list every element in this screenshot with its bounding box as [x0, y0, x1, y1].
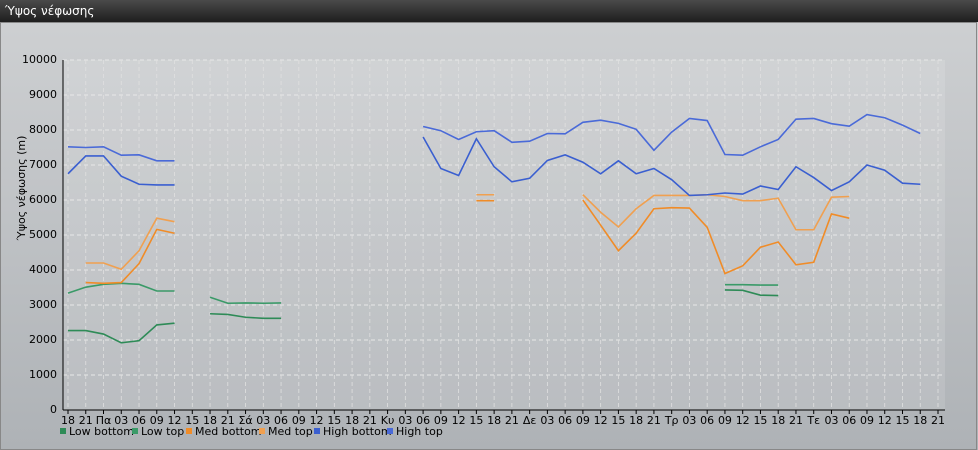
series-line — [67, 136, 921, 197]
y-axis-label: Ύψος νέφωσης (m) — [15, 136, 28, 242]
x-tick-label: 15 — [895, 414, 909, 427]
legend-label: High bottom — [323, 425, 392, 438]
x-tick-label: 15 — [753, 414, 767, 427]
x-tick-label: 03 — [540, 414, 554, 427]
x-tick-label: 06 — [558, 414, 572, 427]
legend-label: Med bottom — [195, 425, 262, 438]
legend-swatch — [132, 428, 138, 434]
title-bar: Ύψος νέφωσης — [0, 0, 978, 22]
x-tick-label: 12 — [452, 414, 466, 427]
legend-label: Low bottom — [69, 425, 134, 438]
x-tick-label: 18 — [487, 414, 501, 427]
y-tick-label: 2000 — [29, 333, 57, 346]
legend-swatch — [259, 428, 265, 434]
x-tick-label: 15 — [611, 414, 625, 427]
legend-label: High top — [396, 425, 443, 438]
x-tick-label: 12 — [168, 414, 182, 427]
x-tick-label: 15 — [327, 414, 341, 427]
x-tick-label: 18 — [345, 414, 359, 427]
x-tick-label: 21 — [931, 414, 945, 427]
y-tick-label: 10000 — [22, 53, 57, 66]
y-tick-label: 6000 — [29, 193, 57, 206]
legend-swatch — [186, 428, 192, 434]
x-tick-label: 18 — [203, 414, 217, 427]
y-tick-label: 7000 — [29, 158, 57, 171]
x-tick-label: 12 — [878, 414, 892, 427]
x-tick-label: 18 — [771, 414, 785, 427]
x-tick-label: 09 — [576, 414, 590, 427]
x-tick-label: 21 — [789, 414, 803, 427]
x-tick-label: 21 — [647, 414, 661, 427]
x-tick-label: 18 — [61, 414, 75, 427]
x-tick-label: 15 — [185, 414, 199, 427]
x-tick-label: 03 — [256, 414, 270, 427]
x-tick-label: 12 — [736, 414, 750, 427]
x-tick-label: 06 — [274, 414, 288, 427]
series-line — [85, 199, 850, 285]
x-tick-label: Σά — [238, 414, 252, 427]
x-tick-label: 06 — [700, 414, 714, 427]
series-line — [85, 193, 850, 271]
y-tick-label: 9000 — [29, 88, 57, 101]
y-tick-label: 4000 — [29, 263, 57, 276]
legend-swatch — [387, 428, 393, 434]
y-tick-label: 1000 — [29, 368, 57, 381]
series-line — [67, 113, 921, 162]
x-tick-label: 18 — [913, 414, 927, 427]
x-tick-label: 15 — [469, 414, 483, 427]
x-tick-label: 12 — [594, 414, 608, 427]
x-tick-label: 21 — [505, 414, 519, 427]
legend-swatch — [60, 428, 66, 434]
chart: Ύψος νέφωσης (m) 0 1000 2000 3000 4000 5000 60… — [0, 22, 977, 450]
x-tick-label: 06 — [842, 414, 856, 427]
x-tick-label: 12 — [310, 414, 324, 427]
x-tick-label: 09 — [150, 414, 164, 427]
x-tick-label: Δε — [523, 414, 537, 427]
x-tick-label: Τρ — [664, 414, 679, 427]
x-tick-label: 21 — [79, 414, 93, 427]
x-tick-label: 09 — [434, 414, 448, 427]
x-tick-label: 09 — [860, 414, 874, 427]
x-tick-label: 09 — [718, 414, 732, 427]
x-tick-label: 03 — [398, 414, 412, 427]
y-tick-label: 5000 — [29, 228, 57, 241]
x-tick-label: 18 — [629, 414, 643, 427]
series-line — [68, 289, 779, 344]
x-tick-label: 03 — [824, 414, 838, 427]
x-tick-label: 03 — [114, 414, 128, 427]
y-tick-label: 3000 — [29, 298, 57, 311]
x-tick-label: Πα — [96, 414, 112, 427]
legend-label: Med top — [268, 425, 313, 438]
x-tick-label: 06 — [416, 414, 430, 427]
y-tick-label: 8000 — [29, 123, 57, 136]
legend-swatch — [314, 428, 320, 434]
x-tick-label: 06 — [132, 414, 146, 427]
x-tick-label: Τε — [806, 414, 820, 427]
x-tick-label: 21 — [221, 414, 235, 427]
x-tick-label: 21 — [363, 414, 377, 427]
y-tick-label: 0 — [50, 403, 57, 416]
legend-label: Low top — [141, 425, 184, 438]
x-tick-label: Κυ — [381, 414, 395, 427]
x-tick-label: 09 — [292, 414, 306, 427]
x-tick-label: 03 — [682, 414, 696, 427]
